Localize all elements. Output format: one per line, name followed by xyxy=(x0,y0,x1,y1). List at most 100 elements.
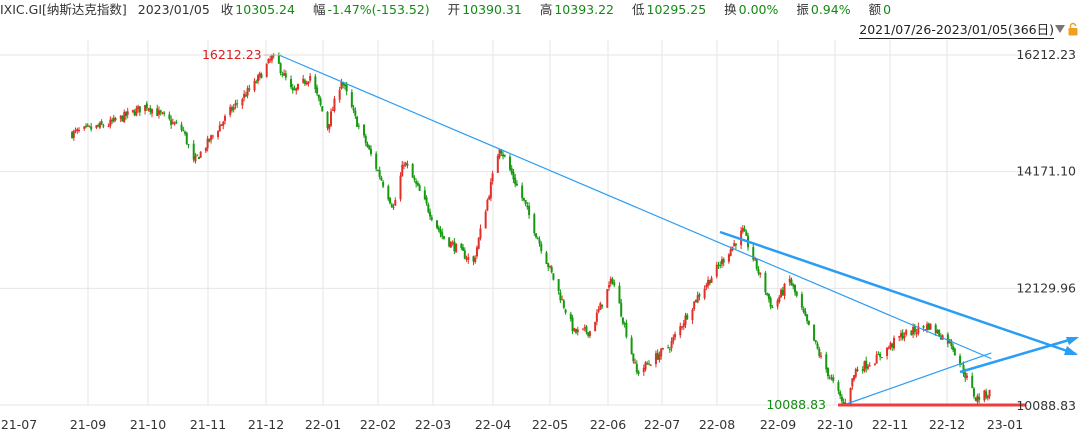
candle-body xyxy=(988,389,991,397)
candle-body xyxy=(698,294,701,297)
candle-body xyxy=(922,326,925,328)
candle-body xyxy=(307,81,310,85)
candle-body xyxy=(802,308,805,313)
turnover-field: 换 0.00% xyxy=(724,0,785,20)
candle-body xyxy=(974,398,977,401)
candle-body xyxy=(820,355,823,357)
candle-body xyxy=(790,279,793,285)
candle-body xyxy=(842,401,845,404)
candle-body xyxy=(314,76,317,90)
candle-body xyxy=(463,250,466,259)
candle-body xyxy=(477,237,480,249)
candle-body xyxy=(133,111,136,116)
candle-body xyxy=(632,353,635,362)
candle-body xyxy=(865,360,868,369)
candle-body xyxy=(886,347,889,356)
candle-body xyxy=(474,257,477,263)
candle-body xyxy=(853,375,856,380)
candle-body xyxy=(889,342,892,349)
candle-body xyxy=(350,92,353,108)
candle-body xyxy=(674,334,677,338)
candle-body xyxy=(439,229,442,234)
candle-body xyxy=(924,329,927,331)
candle-body xyxy=(658,354,661,361)
candle-body xyxy=(376,170,379,172)
candle-body xyxy=(625,323,628,337)
change-value: -1.47%(-153.52) xyxy=(327,2,430,17)
candle-body xyxy=(248,88,251,90)
candle-body xyxy=(277,54,280,64)
quote-header: IXIC.GI[纳斯达克指数] 2023/01/05 收 10305.24 幅 -1… xyxy=(0,0,1080,20)
candle-body xyxy=(611,279,614,283)
candle-body xyxy=(910,330,913,336)
candle-body xyxy=(903,336,906,338)
candle-body xyxy=(569,313,572,320)
candle-body xyxy=(654,353,657,365)
candle-body xyxy=(462,247,465,251)
candle-body xyxy=(564,309,567,313)
candle-body xyxy=(88,125,91,127)
candle-body xyxy=(168,114,171,119)
candle-body xyxy=(767,293,770,300)
candle-body xyxy=(430,217,433,220)
candle-body xyxy=(524,200,527,205)
candle-body xyxy=(887,347,890,349)
candle-body xyxy=(74,130,77,132)
candle-body xyxy=(111,119,114,122)
candle-body xyxy=(707,279,710,286)
candle-body xyxy=(401,164,404,177)
candle-body xyxy=(839,391,842,396)
candle-body xyxy=(583,327,586,329)
open-field: 开 10390.31 xyxy=(448,0,529,20)
x-tick-label: 22-05 xyxy=(532,417,568,432)
date-range-selector[interactable]: 2021/07/26-2023/01/05(366日) xyxy=(859,22,1054,39)
candle-body xyxy=(429,211,432,217)
candle-body xyxy=(451,242,454,244)
candle-body xyxy=(441,232,444,237)
candle-body xyxy=(413,177,416,180)
candle-body xyxy=(208,138,211,142)
candle-body xyxy=(149,107,152,112)
candle-body xyxy=(684,315,687,325)
candle-body xyxy=(972,388,975,397)
candle-body xyxy=(642,367,645,373)
candle-body xyxy=(342,82,345,85)
candle-body xyxy=(363,124,366,136)
candle-body xyxy=(946,334,949,344)
candle-body xyxy=(599,303,602,310)
candle-body xyxy=(437,227,440,231)
x-tick-label: 22-03 xyxy=(415,417,451,432)
candle-body xyxy=(780,289,783,298)
candle-body xyxy=(194,155,197,162)
candle-body xyxy=(112,117,115,122)
high-field: 高 10393.22 xyxy=(540,0,621,20)
grid-lines xyxy=(0,40,1028,406)
candle-body xyxy=(959,355,962,365)
amount-label: 额 xyxy=(868,2,882,17)
candle-body xyxy=(137,106,140,110)
candle-body xyxy=(175,121,178,124)
y-tick-label: 14171.10 xyxy=(1016,164,1076,179)
candle-body xyxy=(95,125,98,129)
candle-body xyxy=(257,75,260,82)
candle-body xyxy=(609,278,612,285)
dropdown-caret-icon[interactable] xyxy=(1055,25,1065,33)
candle-body xyxy=(905,330,908,335)
candle-body xyxy=(528,205,531,216)
candle-body xyxy=(828,377,831,379)
candle-body xyxy=(806,314,809,322)
candle-body xyxy=(343,84,346,87)
candle-body xyxy=(283,73,286,76)
candle-body xyxy=(899,333,902,337)
candle-body xyxy=(936,330,939,333)
candle-body xyxy=(696,295,699,303)
candle-body xyxy=(119,115,122,119)
candle-body xyxy=(404,162,407,165)
candle-body xyxy=(620,302,623,317)
candle-body xyxy=(380,177,383,181)
candle-body xyxy=(562,300,565,308)
candle-body xyxy=(575,329,578,333)
candle-body xyxy=(856,369,859,371)
lock-icon[interactable] xyxy=(1068,22,1078,36)
